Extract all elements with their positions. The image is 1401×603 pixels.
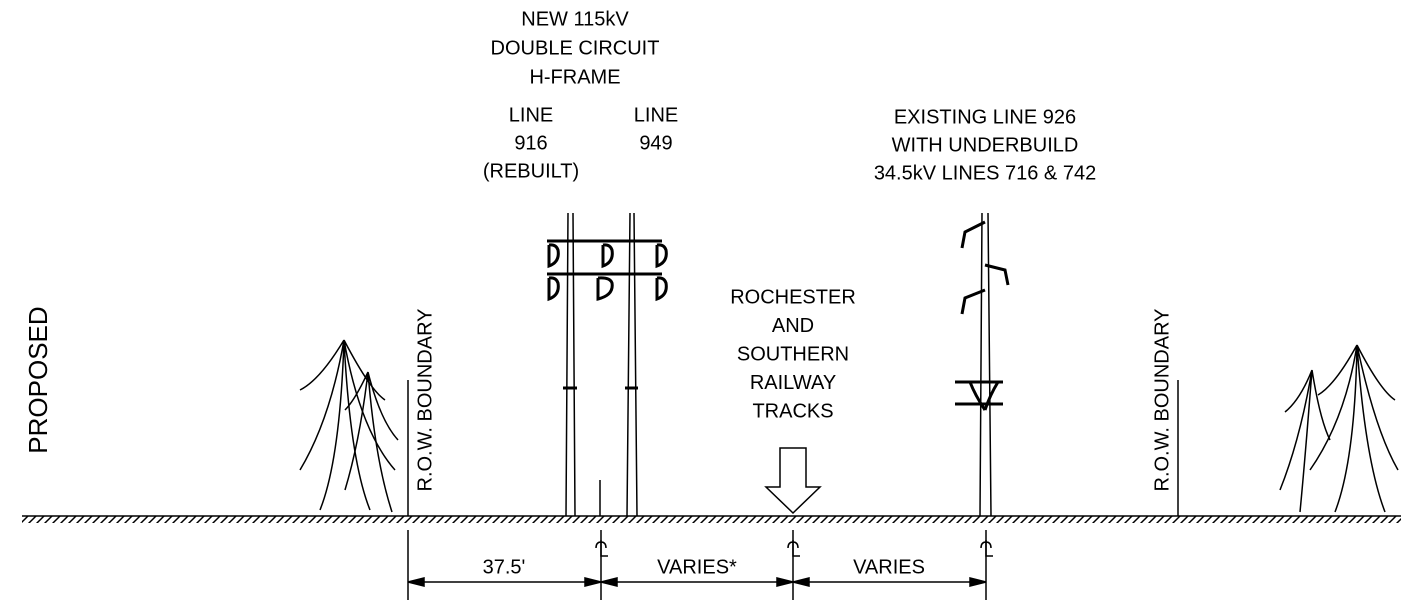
- railway-label: TRACKS: [752, 400, 833, 422]
- row-label: R.O.W. BOUNDARY: [414, 309, 436, 492]
- existing-structure-label: WITH UNDERBUILD: [892, 134, 1079, 156]
- dimension-label: VARIES*: [657, 556, 737, 578]
- railway-label: SOUTHERN: [737, 343, 849, 365]
- railway-label: AND: [772, 315, 814, 337]
- railway-arrow: [764, 447, 822, 515]
- row-label: R.O.W. BOUNDARY: [1151, 309, 1173, 492]
- labels: NEW 115kV DOUBLE CIRCUIT H-FRAME LINE 916 (RE…: [483, 8, 1096, 422]
- railway-label: RAILWAY: [750, 372, 836, 394]
- ground-hatch: [22, 516, 1401, 523]
- line-949-label: 949: [639, 132, 672, 154]
- line-949-label: LINE: [634, 104, 678, 126]
- centerline-marks: [595, 540, 993, 557]
- railway-label: ROCHESTER: [730, 286, 856, 308]
- existing-pole: [955, 212, 1010, 517]
- line-916-label: LINE: [509, 104, 553, 126]
- dimension-label: 37.5': [483, 556, 526, 578]
- new-structure-title: DOUBLE CIRCUIT: [491, 37, 660, 59]
- trees-left: [299, 339, 399, 513]
- trees-right: [1279, 344, 1399, 513]
- line-916-label: 916: [514, 132, 547, 154]
- new-structure-title: H-FRAME: [529, 66, 620, 88]
- h-frame: [547, 212, 668, 517]
- existing-structure-label: EXISTING LINE 926: [894, 106, 1076, 128]
- line-916-label: (REBUILT): [483, 160, 579, 182]
- new-structure-title: NEW 115kV: [521, 8, 629, 30]
- dimension-label: VARIES: [853, 556, 925, 578]
- existing-structure-label: 34.5kV LINES 716 & 742: [874, 162, 1096, 184]
- dimension-lines: [407, 530, 987, 600]
- section-label: PROPOSED: [23, 306, 53, 453]
